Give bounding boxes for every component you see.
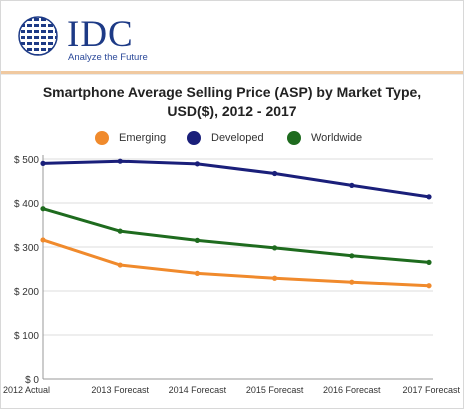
- data-point-worldwide: [272, 245, 278, 251]
- data-point-developed: [117, 158, 123, 164]
- header: IDC Analyze the Future: [1, 1, 463, 69]
- idc-globe-icon: [18, 16, 58, 56]
- y-tick-label: $ 100: [14, 331, 39, 342]
- y-tick-label: $ 200: [14, 287, 39, 298]
- legend-label-emerging: Emerging: [119, 132, 167, 144]
- data-point-emerging: [40, 237, 46, 243]
- idc-logo[interactable]: IDC Analyze the Future: [17, 15, 167, 65]
- x-tick-label: 2016 Forecast: [323, 385, 381, 395]
- data-point-emerging: [426, 283, 432, 289]
- header-divider: [1, 71, 463, 74]
- legend-marker-emerging: [95, 131, 109, 145]
- x-tick-label: 2012 Actual: [3, 385, 50, 395]
- data-point-emerging: [349, 279, 355, 285]
- data-point-worldwide: [117, 228, 123, 234]
- data-point-developed: [349, 182, 355, 188]
- series-line-developed: [42, 159, 430, 199]
- legend-label-developed: Developed: [211, 132, 264, 144]
- data-point-worldwide: [40, 206, 46, 212]
- y-tick-label: $ 0: [25, 375, 39, 386]
- header-divider-shadow: [1, 74, 463, 75]
- data-point-developed: [426, 194, 432, 200]
- y-tick-label: $ 500: [14, 155, 39, 166]
- x-tick-label: 2013 Forecast: [91, 385, 149, 395]
- series-line-emerging: [42, 238, 430, 288]
- chart-legend: Emerging Developed Worldwide: [1, 129, 463, 147]
- data-point-emerging: [194, 270, 200, 276]
- data-point-developed: [194, 161, 200, 167]
- legend-marker-worldwide: [287, 131, 301, 145]
- x-tick-label: 2014 Forecast: [169, 385, 227, 395]
- brand-tagline: Analyze the Future: [68, 52, 148, 63]
- x-tick-label: 2017 Forecast: [402, 385, 460, 395]
- series-line-worldwide: [42, 207, 430, 264]
- data-point-worldwide: [349, 253, 355, 259]
- data-point-developed: [40, 160, 46, 166]
- data-point-worldwide: [426, 259, 432, 265]
- chart-title: Smartphone Average Selling Price (ASP) b…: [1, 83, 463, 121]
- data-point-worldwide: [194, 237, 200, 243]
- line-chart: $ 0 $ 100 $ 200 $ 300 $ 400 $ 500 2012 Actual 2…: [3, 155, 460, 395]
- chart-title-line-1: Smartphone Average Selling Price (ASP) b…: [42, 84, 422, 100]
- legend-marker-developed: [187, 131, 201, 145]
- legend-label-worldwide: Worldwide: [311, 132, 363, 144]
- x-tick-label: 2015 Forecast: [246, 385, 304, 395]
- chart-title-line-2: USD($), 2012 - 2017: [167, 103, 297, 119]
- data-point-emerging: [117, 262, 123, 268]
- data-point-emerging: [272, 275, 278, 281]
- data-point-developed: [272, 170, 278, 177]
- brand-name: IDC: [67, 14, 134, 55]
- y-tick-label: $ 300: [14, 243, 39, 254]
- y-tick-label: $ 400: [14, 199, 39, 210]
